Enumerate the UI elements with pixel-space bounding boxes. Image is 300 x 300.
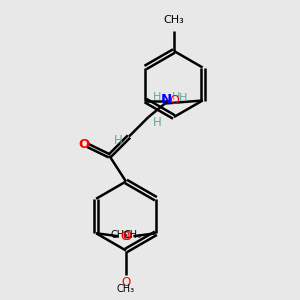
Text: N: N <box>161 93 172 106</box>
Text: O: O <box>79 137 90 151</box>
Text: O: O <box>169 94 179 107</box>
Text: CH₃: CH₃ <box>117 284 135 295</box>
Text: O: O <box>120 230 129 243</box>
Text: H: H <box>153 116 162 130</box>
Text: O: O <box>122 276 130 289</box>
Text: CH₃: CH₃ <box>164 15 184 25</box>
Text: H: H <box>114 134 123 148</box>
Text: CH₃: CH₃ <box>123 230 141 240</box>
Text: CH₃: CH₃ <box>111 230 129 240</box>
Text: O: O <box>123 230 132 243</box>
Text: H: H <box>179 93 188 103</box>
Text: H: H <box>172 92 181 102</box>
Text: H: H <box>152 92 161 102</box>
